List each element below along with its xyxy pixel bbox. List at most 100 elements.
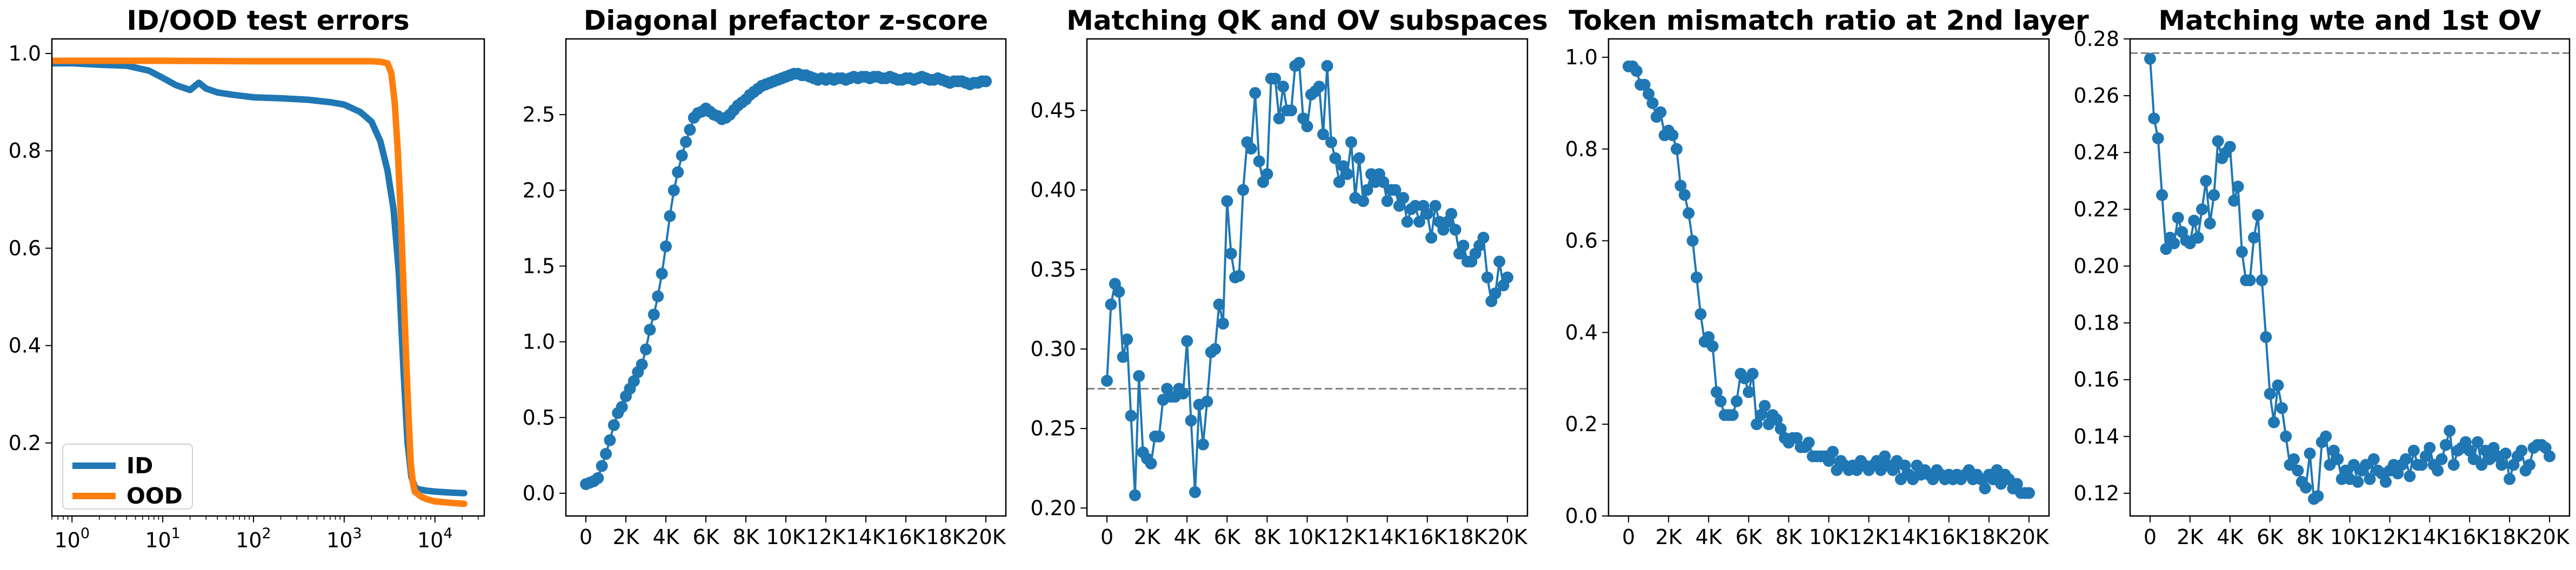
x-tick-label: 12K [806,525,846,549]
data-point [1774,423,1787,435]
data-point [1694,308,1707,320]
data-point [592,472,604,484]
data-point [2168,237,2180,250]
data-point [1666,129,1679,142]
data-point [2200,175,2212,187]
data-point [2280,430,2292,442]
data-point [1133,370,1145,382]
x-tick-label: 12K [2370,525,2410,549]
data-point [1153,430,1165,442]
x-tick-label: 14K [1889,525,1929,549]
data-point [616,401,628,413]
data-point [1678,189,1691,201]
data-point [2367,453,2380,465]
x-tick-label: 20K [1487,525,1527,549]
data-point [1726,409,1739,421]
legend-label-id: ID [126,453,153,479]
data-point [684,124,696,136]
data-point [2252,209,2264,221]
data-point [2524,459,2536,471]
data-point [2504,473,2516,485]
y-tick-label: 0.16 [2073,368,2119,392]
y-tick-label: 0.22 [2073,197,2119,221]
data-point [1377,176,1390,188]
data-point [2495,459,2508,471]
data-point [1703,331,1715,343]
x-tick-label: 12K [1327,525,1367,549]
data-point [668,184,680,197]
x-tick-label: 104 [417,525,453,552]
y-tick-label: 0.40 [1030,178,1076,202]
legend: ID OOD [62,444,193,509]
data-point [2515,445,2528,457]
data-point [1879,450,1891,462]
data-point [2292,464,2304,477]
chart-panel-1: ID/OOD test errors 100 101 102 103 104 0.2 0.4 0… [9,5,485,552]
chart-title: ID/OOD test errors [126,5,409,36]
data-point [2275,402,2288,414]
x-tick-label: 16K [2450,525,2490,549]
data-point [2272,379,2284,392]
x-tick-label: 8K [732,525,759,549]
data-point [2407,445,2420,457]
x-tick-label: 103 [326,525,362,552]
x-tick-label: 10K [1287,525,1327,549]
data-point [2268,416,2280,428]
y-tick-label: 2.5 [523,103,555,126]
x-tick-label: 6K [2257,525,2284,549]
x-tick-label: 20K [966,525,1006,549]
y-tick-label: 0.2 [1565,412,1598,436]
data-point [2439,439,2452,451]
data-point [1714,395,1727,407]
x-tick-label: 101 [145,525,181,552]
data-point [660,240,672,252]
data-point [2204,217,2216,230]
y-tick-label: 0.24 [2073,140,2119,164]
data-point [2172,212,2184,224]
data-point [648,309,660,321]
data-point [1686,234,1699,247]
data-point [1269,72,1282,85]
data-point [2156,189,2168,202]
axes-frame [51,38,485,517]
data-point [1261,168,1273,180]
x-tick-label: 8K [1254,525,1281,549]
data-point [2152,132,2164,144]
data-point [1674,179,1687,192]
x-tick-label: 2K [1134,525,1161,549]
x-tick-label: 4K [1174,525,1201,549]
x-tick-label: 14K [846,525,886,549]
axes-frame [1086,38,1529,517]
x-tick-label: 18K [1447,525,1487,549]
data-point [1353,152,1365,164]
x-tick-label: 18K [926,525,966,549]
y-tick-label: 2.0 [523,178,555,202]
data-point [2447,459,2460,471]
data-point [1711,386,1723,398]
chart-panel-5: Matching wte and 1st OV 0 2K 4K 6K 8K 10K 12K 14… [2073,5,2571,549]
x-tick-label: 100 [54,525,90,552]
y-tick-label: 0.35 [1030,258,1076,281]
data-point [636,358,648,371]
data-point [1117,351,1129,363]
x-tick-label: 6K [1214,525,1241,549]
x-tick-label: 4K [2217,525,2244,549]
x-tick-label: 6K [1736,525,1763,549]
y-tick-label: 0.2 [9,431,41,455]
data-point [1249,87,1262,99]
data-point [1899,459,1911,472]
data-point [2148,112,2160,125]
data-point [1197,438,1209,451]
series-line-1 [2149,57,2551,500]
data-point [2264,388,2276,400]
data-point [2228,195,2240,207]
x-tick-label: 102 [236,525,271,552]
y-tick-label: 0.5 [523,406,555,430]
data-point [2380,475,2392,488]
data-point [1333,176,1345,188]
data-point [1357,195,1370,207]
data-point [1221,195,1233,207]
x-tick-label: 10K [766,525,806,549]
data-point [1225,247,1237,260]
data-point [1317,128,1330,140]
